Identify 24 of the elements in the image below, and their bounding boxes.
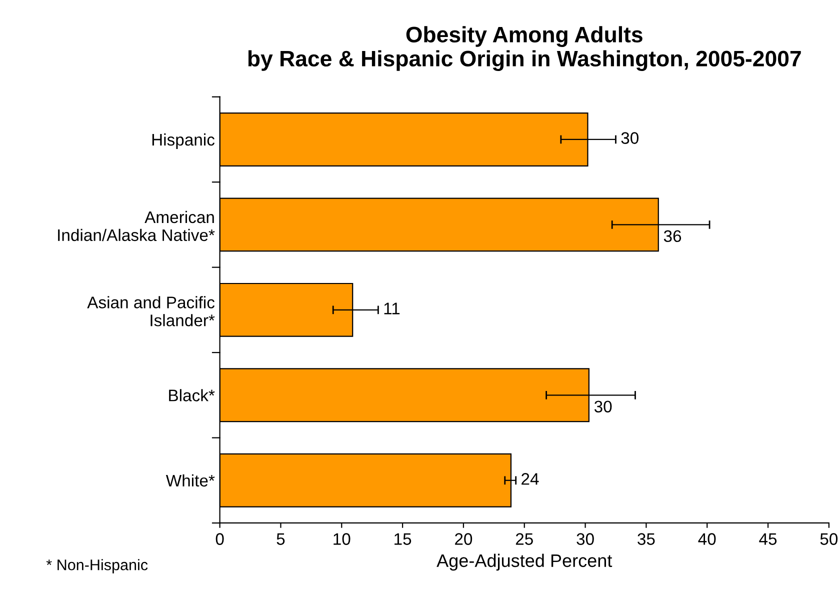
text: * Non-Hispanic <box>46 559 148 574</box>
y-tick-label: White* <box>166 474 215 487</box>
x-tick-label: 20 <box>455 533 472 545</box>
y-tick-label: Black* <box>169 389 215 402</box>
x-tick-label: 50 <box>820 533 838 545</box>
y-tick-label: Asian and Pacific Islander* <box>87 296 215 326</box>
data-label: 11 <box>384 302 400 314</box>
x-tick-label: 0 <box>216 533 224 545</box>
x-axis-title: Age-Adjusted Percent <box>436 554 612 571</box>
data-label: 24 <box>522 473 539 485</box>
x-tick-label: 25 <box>516 533 533 545</box>
x-tick-label: 45 <box>759 533 777 545</box>
x-tick-label: 5 <box>276 533 285 545</box>
x-tick-label: 30 <box>576 533 594 545</box>
data-label: 30 <box>621 132 638 144</box>
data-label: 36 <box>664 230 682 242</box>
x-tick-label: 40 <box>698 533 716 545</box>
x-tick-label: 15 <box>394 533 412 545</box>
data-label: 30 <box>594 400 612 413</box>
y-tick-label: Hispanic <box>152 133 215 149</box>
chart-title: Obesity Among Adults by Race & Hispanic Origin in Washington, 2005-2007 <box>248 26 801 72</box>
x-tick-label: 10 <box>334 533 350 545</box>
x-tick-label: 35 <box>638 533 655 545</box>
y-tick-label: American Indian/Alaska Native* <box>58 210 215 242</box>
